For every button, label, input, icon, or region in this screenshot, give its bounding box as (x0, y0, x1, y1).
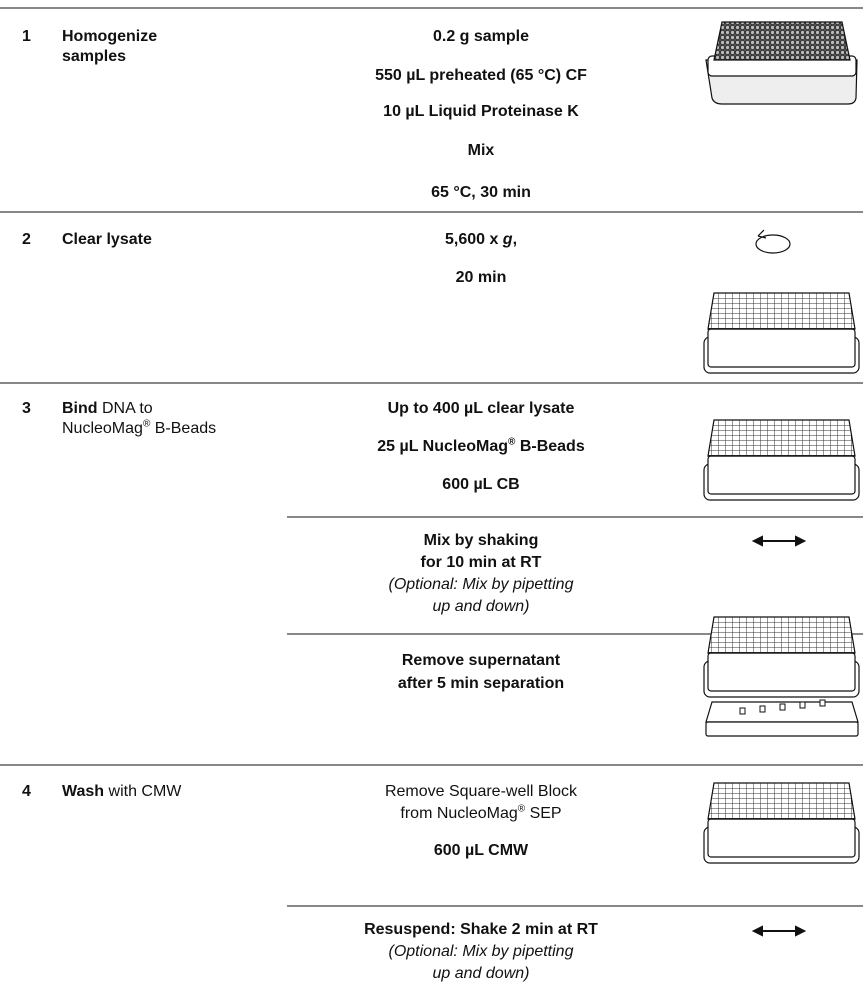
instruction: 25 µL NucleoMag® B-Beads (291, 437, 671, 457)
centrifuge-icon (755, 229, 791, 254)
instruction: Resuspend: Shake 2 min at RT (364, 921, 598, 938)
label-text: NucleoMag (62, 420, 143, 437)
step-label: Wash with CMW (62, 782, 181, 802)
step-label: Bind DNA to NucleoMag® B-Beads (62, 399, 216, 439)
step-number: 2 (22, 231, 31, 248)
separators (0, 7, 863, 907)
label-text: ® (142, 418, 151, 430)
step-number: 1 (22, 28, 31, 45)
text: SEP (525, 805, 562, 822)
instruction: Mix (467, 142, 495, 159)
plate-icon (703, 782, 860, 864)
instruction: 65 °C, 30 min (431, 184, 531, 201)
instruction: Up to 400 µL clear lysate (387, 400, 575, 417)
step-number: 4 (22, 783, 31, 800)
step-label: Clear lysate (62, 231, 152, 248)
text: 5,600 x (444, 231, 503, 248)
instruction: 0.2 g sample (432, 28, 530, 45)
note: (Optional: Mix by pipetting (388, 576, 574, 593)
label-text: samples (62, 48, 127, 65)
instruction: Remove Square-well Block (384, 783, 578, 800)
instruction: 550 µL preheated (65 °C) CF (375, 67, 587, 84)
instruction: after 5 min separation (397, 675, 565, 692)
text: , (512, 231, 518, 248)
note: up and down) (432, 965, 530, 982)
note: up and down) (432, 598, 530, 615)
plate-icon (703, 616, 860, 698)
plate-icon (703, 419, 860, 501)
note: (Optional: Mix by pipetting (388, 943, 574, 960)
magnet-icon (705, 699, 859, 737)
text: from NucleoMag (400, 805, 518, 822)
label-text: Homogenize (62, 28, 158, 45)
instruction: Remove supernatant (401, 652, 561, 669)
instruction: 10 µL Liquid Proteinase K (383, 103, 579, 120)
label-text: DNA to (97, 400, 153, 417)
text: 25 µL NucleoMag (377, 438, 508, 455)
instruction: 20 min (455, 269, 507, 286)
instruction: for 10 min at RT (420, 554, 542, 571)
text: B-Beads (515, 438, 585, 455)
tube-rack-icon (705, 21, 858, 105)
instruction: 600 µL CMW (433, 842, 529, 859)
instruction: from NucleoMag® SEP (291, 804, 671, 824)
instruction: 600 µL CB (442, 476, 520, 493)
instruction: 5,600 x g, (291, 230, 671, 250)
label-text: Bind (62, 400, 98, 417)
instruction: Mix by shaking (423, 532, 539, 549)
label-text: with CMW (104, 783, 182, 800)
shake-arrow (751, 925, 807, 937)
text: ® (508, 436, 516, 448)
step-number: 3 (22, 400, 31, 417)
step-label: Homogenize samples (62, 27, 157, 67)
plate-icon (703, 292, 860, 374)
label-text: B-Beads (150, 420, 217, 437)
label-text: Wash (62, 783, 105, 800)
text: g (502, 231, 513, 248)
text: ® (517, 803, 526, 815)
shake-arrow (751, 535, 807, 547)
